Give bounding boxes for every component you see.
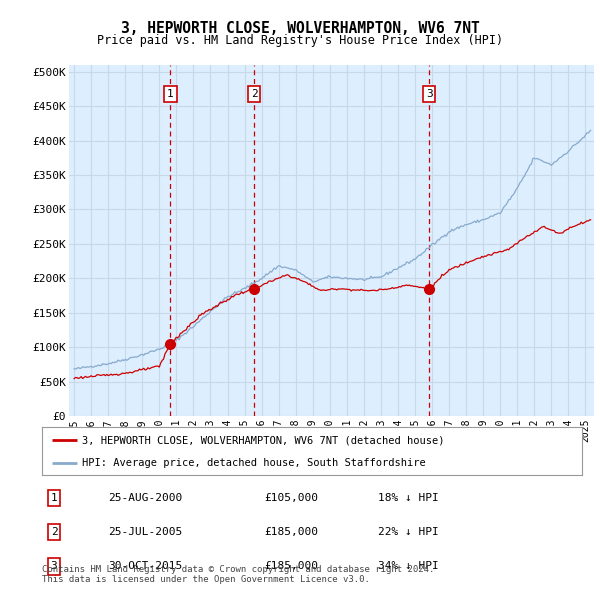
Text: 3, HEPWORTH CLOSE, WOLVERHAMPTON, WV6 7NT (detached house): 3, HEPWORTH CLOSE, WOLVERHAMPTON, WV6 7N… xyxy=(83,435,445,445)
Text: £185,000: £185,000 xyxy=(264,562,318,571)
Text: 1: 1 xyxy=(167,89,174,99)
Text: 34% ↓ HPI: 34% ↓ HPI xyxy=(378,562,439,571)
Text: 3: 3 xyxy=(426,89,433,99)
Text: 3: 3 xyxy=(50,562,58,571)
Text: 30-OCT-2015: 30-OCT-2015 xyxy=(108,562,182,571)
Text: 22% ↓ HPI: 22% ↓ HPI xyxy=(378,527,439,537)
Text: Price paid vs. HM Land Registry's House Price Index (HPI): Price paid vs. HM Land Registry's House … xyxy=(97,34,503,47)
Text: 2: 2 xyxy=(251,89,257,99)
Text: 1: 1 xyxy=(50,493,58,503)
Text: 25-AUG-2000: 25-AUG-2000 xyxy=(108,493,182,503)
Text: £185,000: £185,000 xyxy=(264,527,318,537)
Text: £105,000: £105,000 xyxy=(264,493,318,503)
Text: 2: 2 xyxy=(50,527,58,537)
Text: 3, HEPWORTH CLOSE, WOLVERHAMPTON, WV6 7NT: 3, HEPWORTH CLOSE, WOLVERHAMPTON, WV6 7N… xyxy=(121,21,479,35)
Text: 18% ↓ HPI: 18% ↓ HPI xyxy=(378,493,439,503)
Text: 25-JUL-2005: 25-JUL-2005 xyxy=(108,527,182,537)
Text: HPI: Average price, detached house, South Staffordshire: HPI: Average price, detached house, Sout… xyxy=(83,458,426,468)
Text: Contains HM Land Registry data © Crown copyright and database right 2024.
This d: Contains HM Land Registry data © Crown c… xyxy=(42,565,434,584)
